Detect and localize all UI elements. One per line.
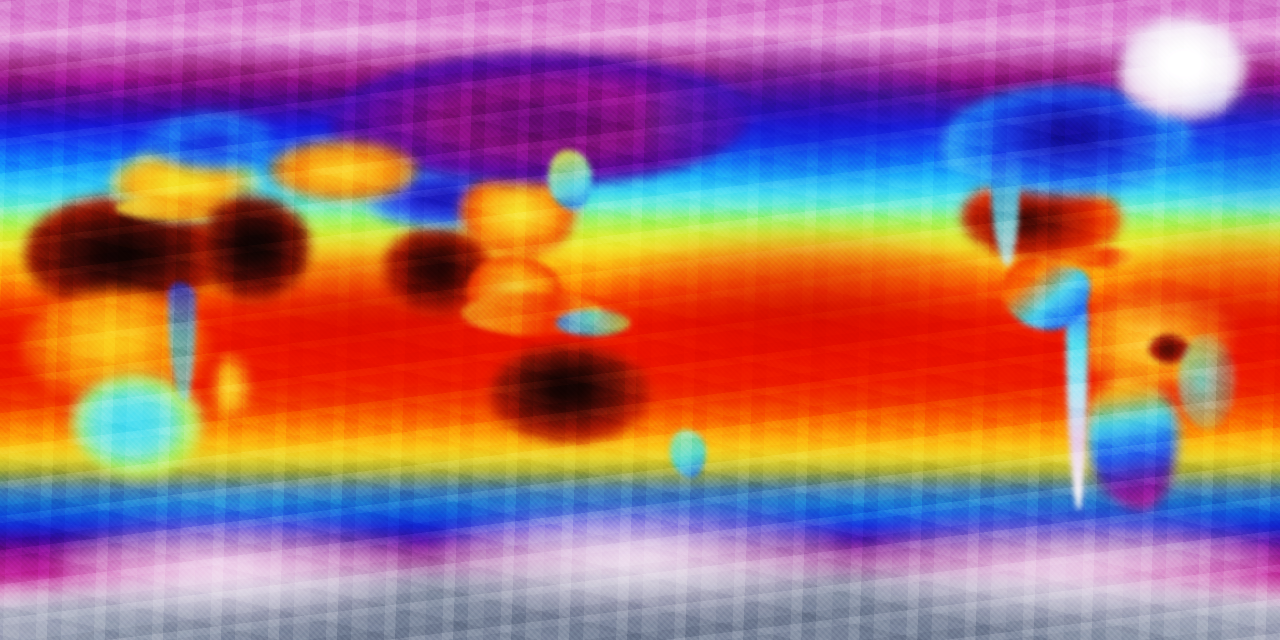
pixel-grain-layer (0, 0, 1280, 640)
global-temperature-map (0, 0, 1280, 640)
vignette-layer (0, 0, 1280, 640)
